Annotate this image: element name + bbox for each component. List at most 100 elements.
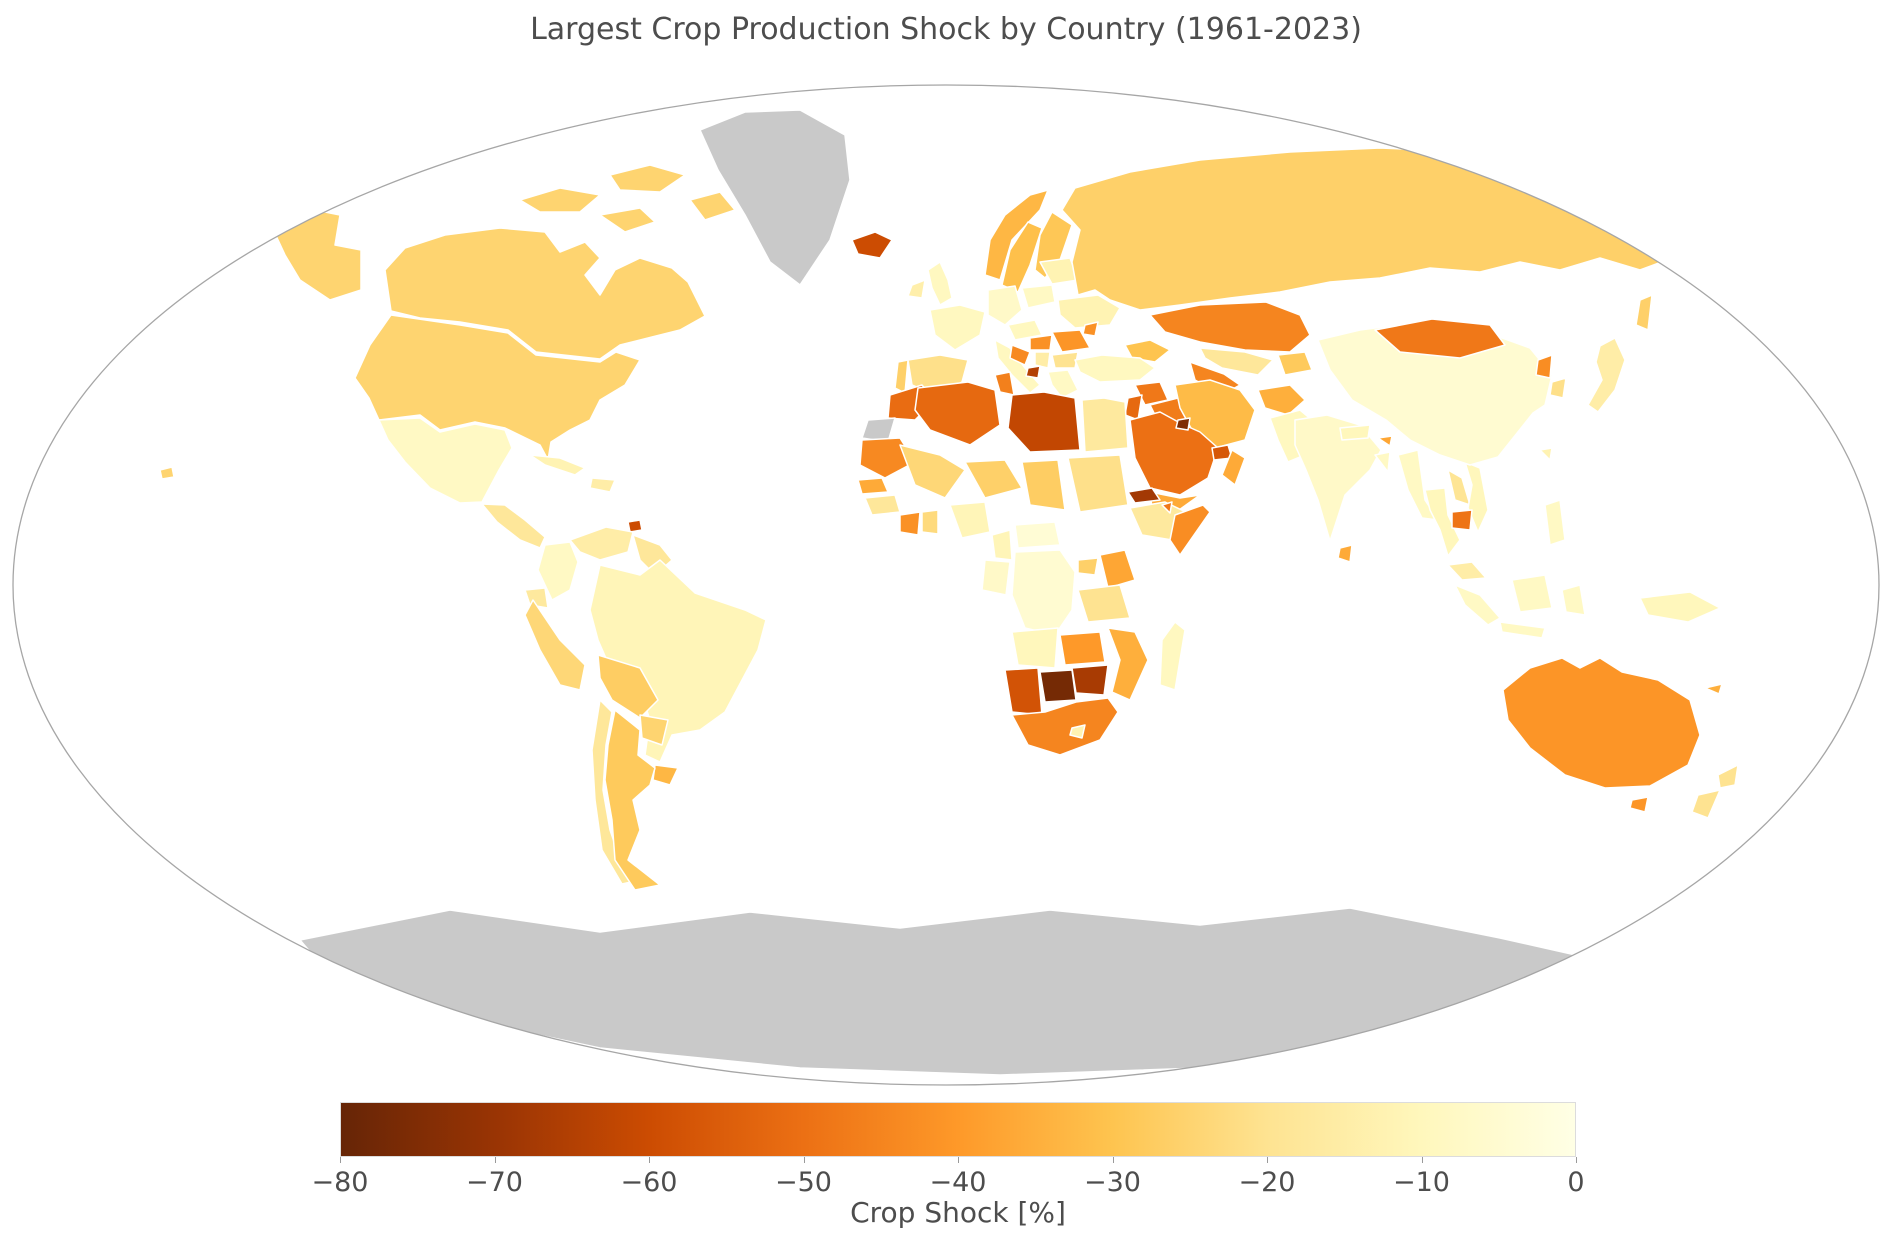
country-indonesia-sumatra xyxy=(1454,584,1501,626)
country-afghanistan xyxy=(1257,384,1306,416)
country-india xyxy=(1294,414,1382,542)
country-north-korea xyxy=(1535,354,1553,379)
colorbar-tick-label: −50 xyxy=(775,1167,832,1198)
country-tasmania xyxy=(1629,796,1649,813)
country-zambia xyxy=(1059,631,1106,666)
colorbar-tickmark xyxy=(1421,1157,1423,1163)
country-colombia xyxy=(537,541,579,601)
country-senegal xyxy=(857,477,889,495)
country-japan xyxy=(1587,337,1626,413)
country-central-europe xyxy=(1007,319,1043,341)
colorbar-tickmark xyxy=(649,1157,650,1163)
country-cote-divoire xyxy=(899,511,921,536)
country-bhutan xyxy=(1377,435,1393,447)
colorbar-tick-label: 0 xyxy=(1567,1167,1585,1198)
country-libya xyxy=(1007,391,1081,453)
colorbar-tickmark xyxy=(1267,1157,1268,1163)
country-botswana xyxy=(1039,669,1077,703)
country-egypt xyxy=(1081,397,1129,453)
country-sweden xyxy=(1001,221,1043,293)
country-australia xyxy=(1502,657,1701,789)
country-thailand xyxy=(1424,487,1461,557)
country-peru xyxy=(524,599,586,691)
country-hispaniola xyxy=(589,477,616,493)
country-tanzania xyxy=(1077,584,1131,623)
colorbar-tick-label: −80 xyxy=(311,1167,369,1198)
country-indonesia-borneo xyxy=(1511,574,1553,613)
colorbar-tickmark xyxy=(1576,1157,1577,1163)
country-poland xyxy=(1021,284,1056,309)
country-alaska xyxy=(270,207,362,301)
country-kenya xyxy=(1099,549,1136,589)
colorbar-tickmark xyxy=(1112,1157,1114,1163)
country-romania xyxy=(1051,329,1091,353)
country-tunisia xyxy=(994,371,1015,396)
country-paraguay xyxy=(639,714,669,746)
country-new-zealand-south xyxy=(1691,789,1721,819)
colorbar-tick-label: −10 xyxy=(1393,1167,1450,1198)
country-canada-arctic-4 xyxy=(689,191,736,221)
country-uzbekistan xyxy=(1199,347,1274,376)
country-new-zealand-north xyxy=(1717,764,1739,789)
country-caucasus xyxy=(1124,339,1171,363)
country-oman xyxy=(1221,449,1246,486)
colorbar-tickmark xyxy=(340,1157,341,1163)
country-ghana xyxy=(921,509,939,535)
country-portugal xyxy=(894,359,909,394)
country-greenland xyxy=(699,109,851,286)
country-lesotho xyxy=(1069,724,1086,739)
country-turkey xyxy=(1074,354,1156,383)
country-norway xyxy=(984,189,1049,281)
colorbar-tick-label: −70 xyxy=(466,1167,523,1198)
country-chad xyxy=(1021,459,1066,511)
world-map xyxy=(12,84,1880,1086)
colorbar-tickmark xyxy=(803,1157,805,1163)
country-bangladesh xyxy=(1374,451,1391,473)
country-cameroon xyxy=(991,529,1013,561)
country-eritrea xyxy=(1127,487,1161,504)
country-south-korea xyxy=(1549,377,1567,399)
country-jordan-levant xyxy=(1124,394,1143,421)
country-united-states xyxy=(354,314,641,461)
country-antarctica xyxy=(299,907,1621,1076)
country-montenegro xyxy=(1025,365,1041,379)
country-france xyxy=(929,304,986,351)
country-djibouti xyxy=(1161,501,1173,514)
colorbar-tick-label: −40 xyxy=(929,1167,987,1198)
country-central-america xyxy=(481,503,546,549)
country-mozambique-malawi xyxy=(1107,627,1149,701)
country-kuwait xyxy=(1175,417,1191,431)
country-venezuela xyxy=(569,526,634,561)
country-indonesia-java xyxy=(1499,621,1546,639)
country-taiwan xyxy=(1539,447,1553,461)
country-trinidad xyxy=(627,519,643,533)
country-hungary xyxy=(1029,334,1053,351)
colorbar xyxy=(340,1102,1576,1157)
country-mexico xyxy=(378,417,513,504)
colorbar-tick-label: −30 xyxy=(1084,1167,1141,1198)
country-nigeria xyxy=(949,501,991,539)
country-moldova xyxy=(1082,321,1099,337)
country-argentina xyxy=(604,709,661,891)
country-russia xyxy=(1061,147,1736,311)
country-papua-new-guinea xyxy=(1639,591,1721,623)
country-laos xyxy=(1447,469,1471,506)
country-madagascar xyxy=(1159,621,1186,691)
country-nepal xyxy=(1339,424,1371,441)
country-uganda xyxy=(1077,557,1099,576)
country-canada-arctic-1 xyxy=(519,187,601,213)
country-philippines xyxy=(1544,499,1566,546)
country-sri-lanka xyxy=(1337,544,1353,563)
country-algeria xyxy=(914,381,1001,446)
colorbar-ticks: −80 −70 −60 −50 −40 −30 −20 −10 0 xyxy=(312,1157,1585,1207)
country-ukraine xyxy=(1057,294,1121,329)
colorbar-tick-label: −60 xyxy=(620,1167,678,1198)
country-russia-kamchatka xyxy=(1691,214,1721,286)
country-kyrgyzstan-tajikistan xyxy=(1277,351,1313,376)
country-bulgaria xyxy=(1051,351,1079,369)
country-central-african-republic xyxy=(1014,521,1061,549)
country-new-caledonia xyxy=(1704,683,1723,695)
chart-title: Largest Crop Production Shock by Country… xyxy=(530,12,1362,47)
country-mongolia xyxy=(1374,318,1506,359)
